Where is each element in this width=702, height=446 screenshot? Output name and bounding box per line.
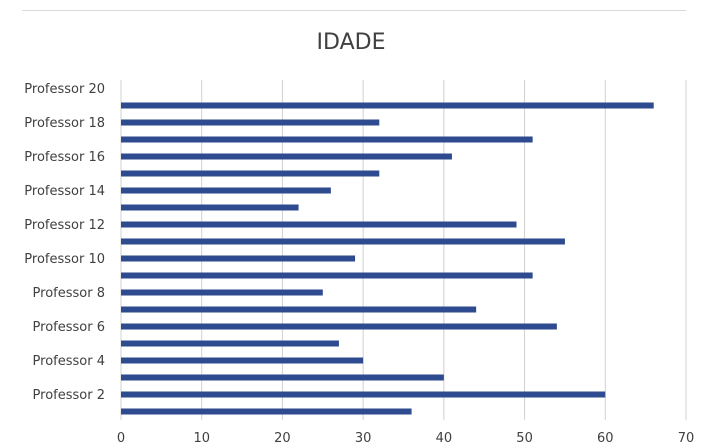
y-tick-label: Professor 4 [33, 354, 105, 369]
y-tick-label: Professor 16 [24, 150, 105, 165]
bar-professor-1 [121, 408, 412, 415]
y-tick-label: Professor 20 [24, 82, 105, 97]
bar-professor-12 [121, 221, 517, 228]
bars [121, 102, 654, 415]
y-tick-label: Professor 12 [24, 218, 105, 233]
y-tick-label: Professor 2 [33, 388, 105, 403]
x-tick-label: 60 [597, 431, 614, 446]
chart-title: IDADE [316, 30, 386, 55]
bar-professor-3 [121, 374, 444, 381]
x-tick-label: 10 [193, 431, 210, 446]
bar-professor-15 [121, 170, 380, 177]
bar-professor-17 [121, 136, 533, 143]
bar-professor-11 [121, 238, 565, 245]
x-tick-label: 30 [355, 431, 372, 446]
y-tick-label: Professor 6 [33, 320, 105, 335]
bar-professor-19 [121, 102, 654, 109]
bar-professor-4 [121, 357, 364, 364]
grid-lines [120, 80, 687, 420]
x-tick-label: 50 [516, 431, 533, 446]
x-axis-labels: 0 10 20 30 40 50 60 70 [117, 431, 694, 446]
x-tick-label: 40 [436, 431, 453, 446]
bar-professor-2 [121, 391, 606, 398]
y-tick-label: Professor 14 [24, 184, 105, 199]
bar-professor-18 [121, 119, 380, 126]
bar-professor-5 [121, 340, 339, 347]
y-tick-label: Professor 18 [24, 116, 105, 131]
bar-professor-10 [121, 255, 356, 262]
y-tick-label: Professor 8 [33, 286, 105, 301]
bar-professor-16 [121, 153, 452, 160]
bar-professor-14 [121, 187, 331, 194]
x-tick-label: 70 [678, 431, 695, 446]
y-tick-label: Professor 10 [24, 252, 105, 267]
top-border-line [22, 10, 686, 11]
bar-professor-13 [121, 204, 299, 211]
x-tick-label: 20 [274, 431, 291, 446]
bar-professor-6 [121, 323, 557, 330]
bar-professor-8 [121, 289, 323, 296]
x-tick-label: 0 [117, 431, 125, 446]
y-axis-labels: Professor 2 Professor 4 Professor 6 Profess… [24, 82, 105, 403]
bar-professor-9 [121, 272, 533, 279]
bar-professor-7 [121, 306, 477, 313]
